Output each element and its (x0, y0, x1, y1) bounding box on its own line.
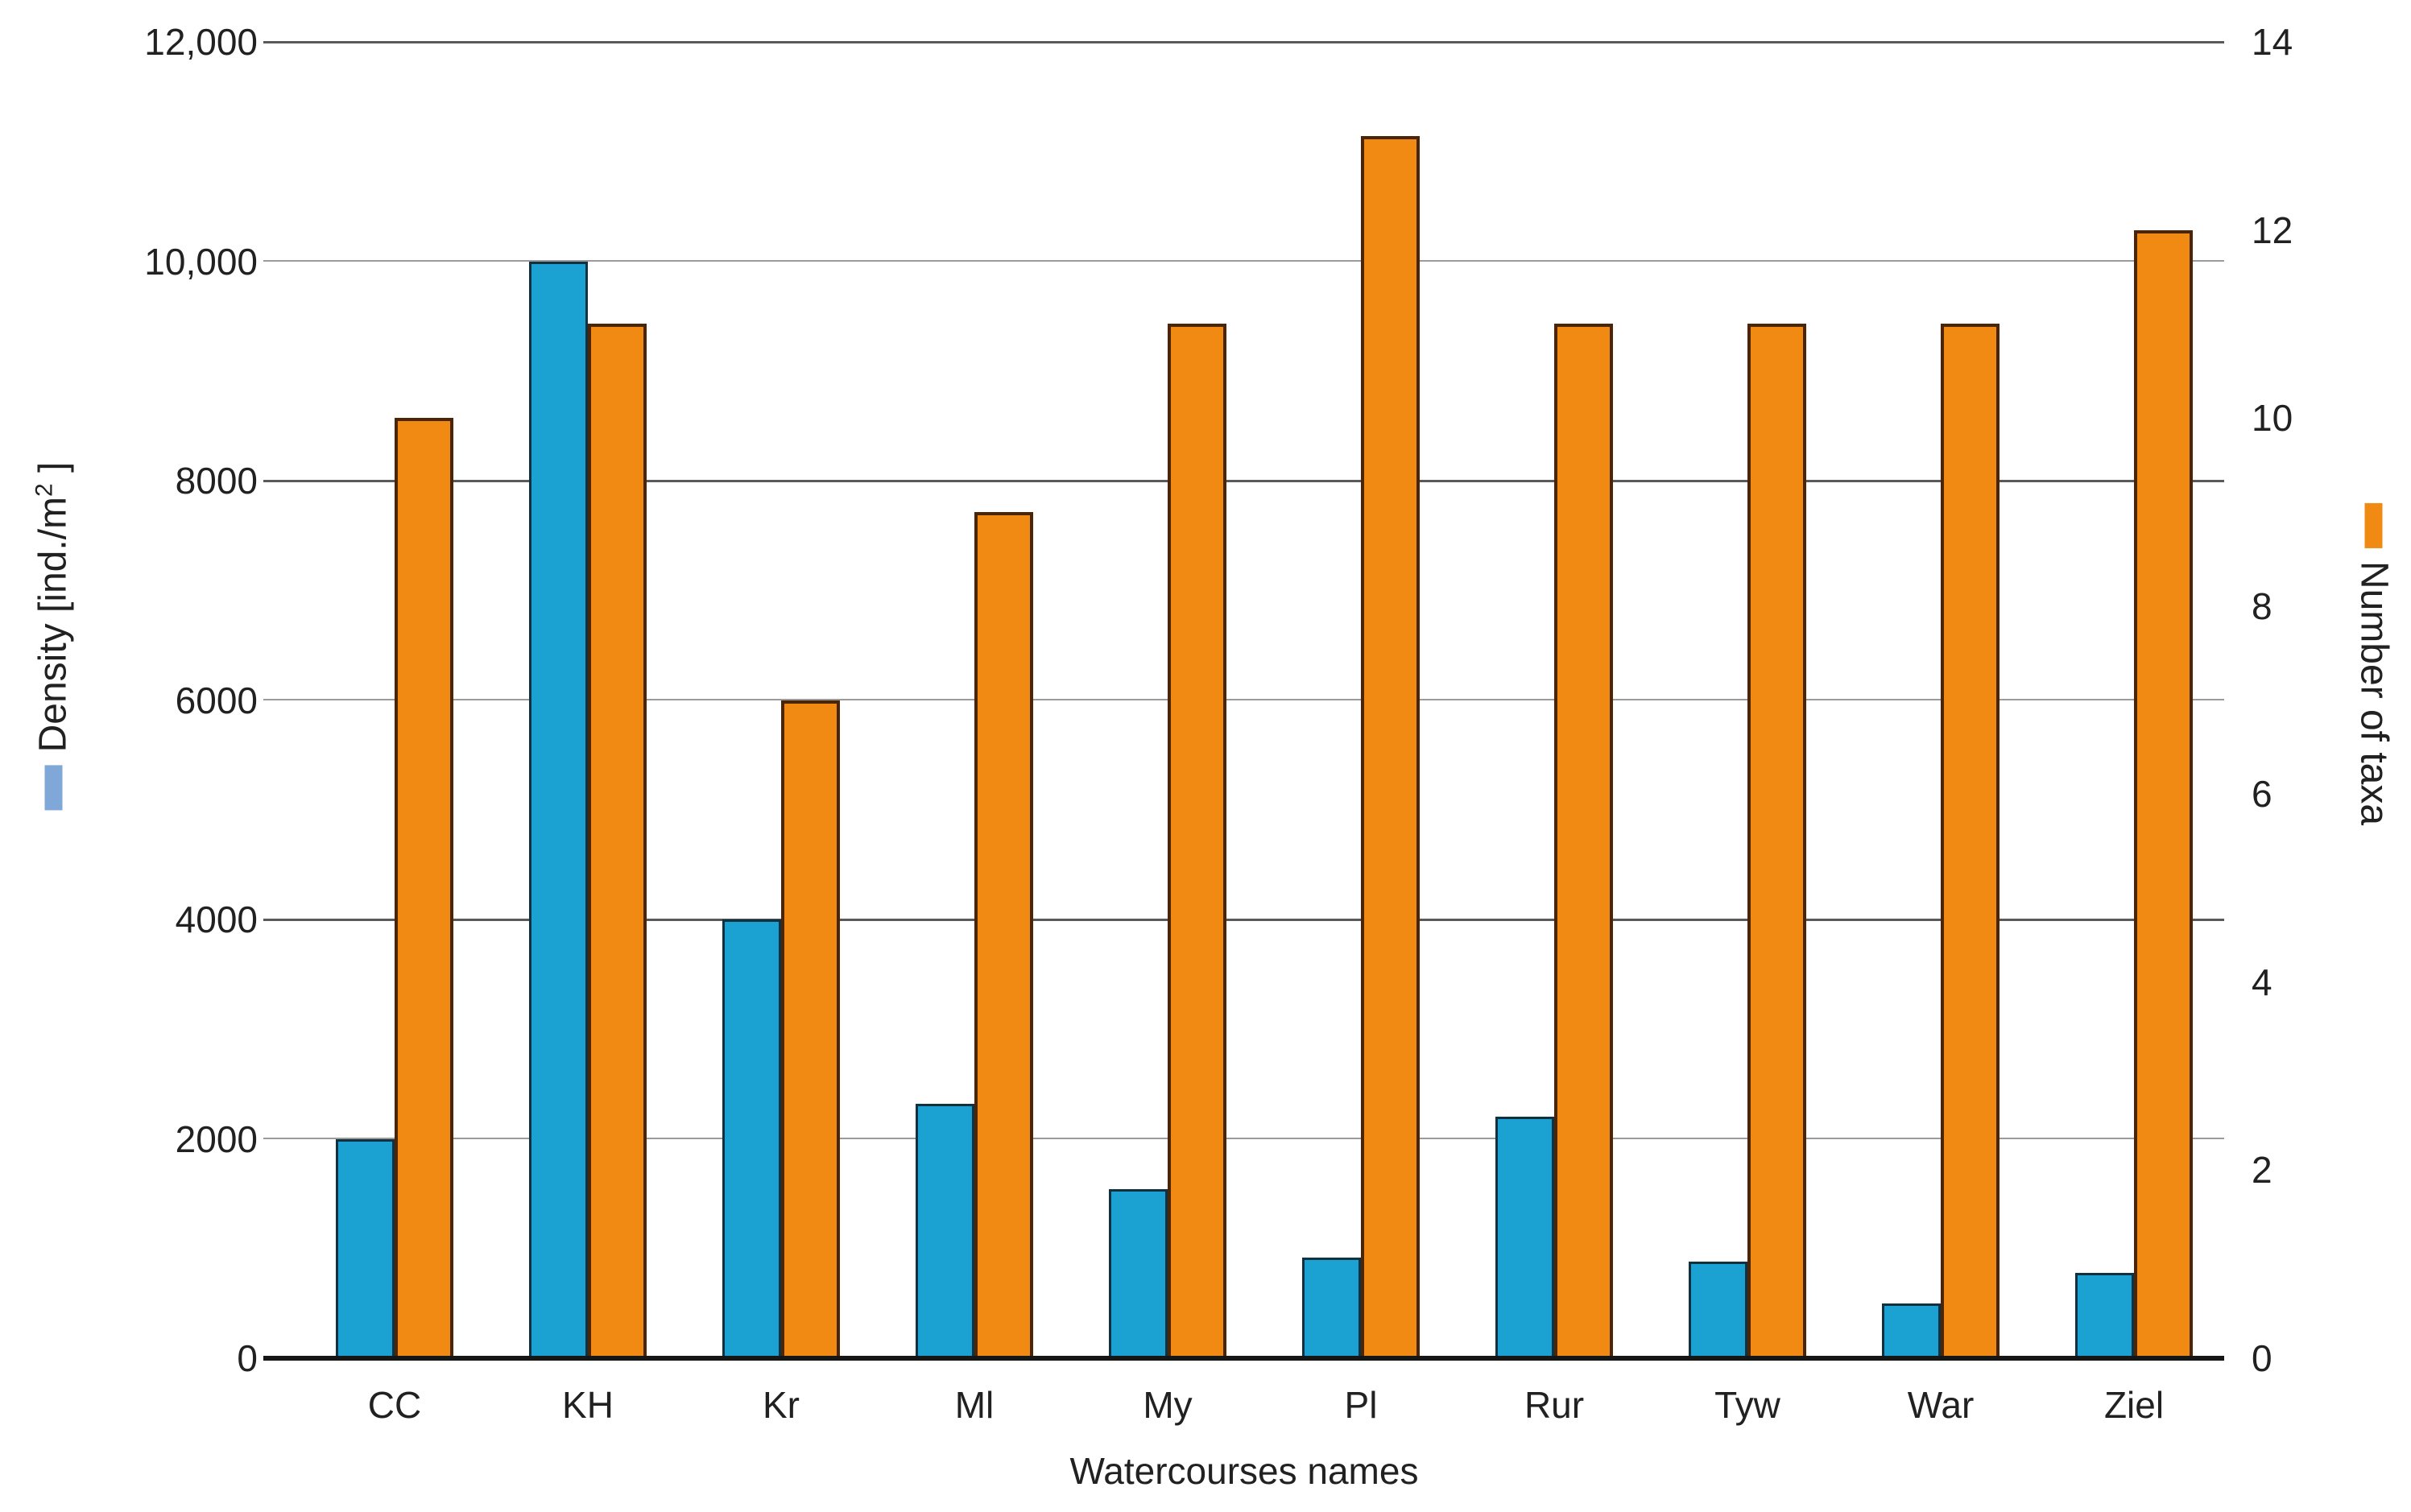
x-tick-label-My: My (1143, 1384, 1193, 1426)
right-axis-tick-label: 10 (2252, 397, 2293, 440)
bar-taxa-Kr (781, 700, 840, 1360)
bar-taxa-Ml (974, 511, 1033, 1360)
gridline-6000 (263, 699, 2224, 700)
x-axis-title: Watercourses names (1069, 1450, 1419, 1492)
density-legend-swatch (44, 765, 62, 811)
left-axis-tick-label: 0 (237, 1337, 258, 1379)
bar-density-Pl (1302, 1257, 1361, 1360)
bar-taxa-CC (395, 418, 453, 1360)
left-axis-tick-label: 12,000 (144, 21, 258, 63)
right-axis-tick-label: 2 (2252, 1149, 2272, 1192)
taxa-legend-swatch (2365, 502, 2383, 548)
x-tick-label-Ziel: Ziel (2103, 1384, 2165, 1426)
left-axis-title-text: Density [ind./m2 ] (31, 461, 75, 753)
x-tick-label-Kr: Kr (763, 1384, 800, 1426)
bar-density-Ml (916, 1103, 974, 1360)
x-tick-label-CC: CC (367, 1384, 422, 1426)
bar-taxa-KH (588, 324, 647, 1360)
gridline-2000 (263, 1138, 2224, 1139)
bar-density-War (1882, 1303, 1941, 1360)
left-axis-tick-label: 6000 (175, 679, 258, 721)
right-axis-tick-label: 12 (2252, 209, 2293, 251)
bar-taxa-Rur (1554, 324, 1613, 1360)
left-axis-tick-label: 8000 (175, 460, 258, 502)
bar-density-My (1109, 1189, 1168, 1360)
bar-density-CC (336, 1138, 395, 1360)
right-axis-tick-label: 8 (2252, 585, 2272, 627)
gridline-12000 (263, 40, 2224, 43)
bar-taxa-My (1168, 324, 1226, 1360)
x-axis-line (263, 1356, 2224, 1361)
left-axis-title: Density [ind./m2 ] (31, 462, 76, 811)
x-tick-label-Ml: Ml (954, 1384, 995, 1426)
left-axis-tick-label: 10,000 (144, 240, 258, 283)
gridline-4000 (263, 918, 2224, 921)
right-axis-tick-label: 6 (2252, 773, 2272, 816)
x-tick-label-Tyw: Tyw (1714, 1384, 1780, 1426)
bar-density-KH (529, 261, 588, 1360)
right-axis-tick-label: 0 (2252, 1337, 2272, 1379)
bar-density-Tyw (1689, 1262, 1747, 1360)
right-axis-tick-label: 4 (2252, 960, 2272, 1003)
bar-taxa-War (1941, 324, 2000, 1360)
gridline-10000 (263, 260, 2224, 262)
x-tick-label-War: War (1907, 1384, 1975, 1426)
x-tick-label-KH: KH (562, 1384, 614, 1426)
right-axis-tick-label: 14 (2252, 21, 2293, 63)
bar-taxa-Ziel (2134, 229, 2193, 1360)
bar-density-Rur (1495, 1117, 1554, 1360)
x-tick-label-Rur: Rur (1524, 1384, 1585, 1426)
left-axis-tick-label: 2000 (175, 1117, 258, 1160)
bar-taxa-Pl (1361, 135, 1420, 1360)
bar-density-Ziel (2075, 1272, 2134, 1360)
gridline-8000 (263, 479, 2224, 482)
bar-taxa-Tyw (1747, 324, 1806, 1360)
left-axis-tick-label: 4000 (175, 899, 258, 940)
x-tick-label-Pl: Pl (1344, 1384, 1378, 1426)
bar-density-Kr (722, 919, 781, 1360)
